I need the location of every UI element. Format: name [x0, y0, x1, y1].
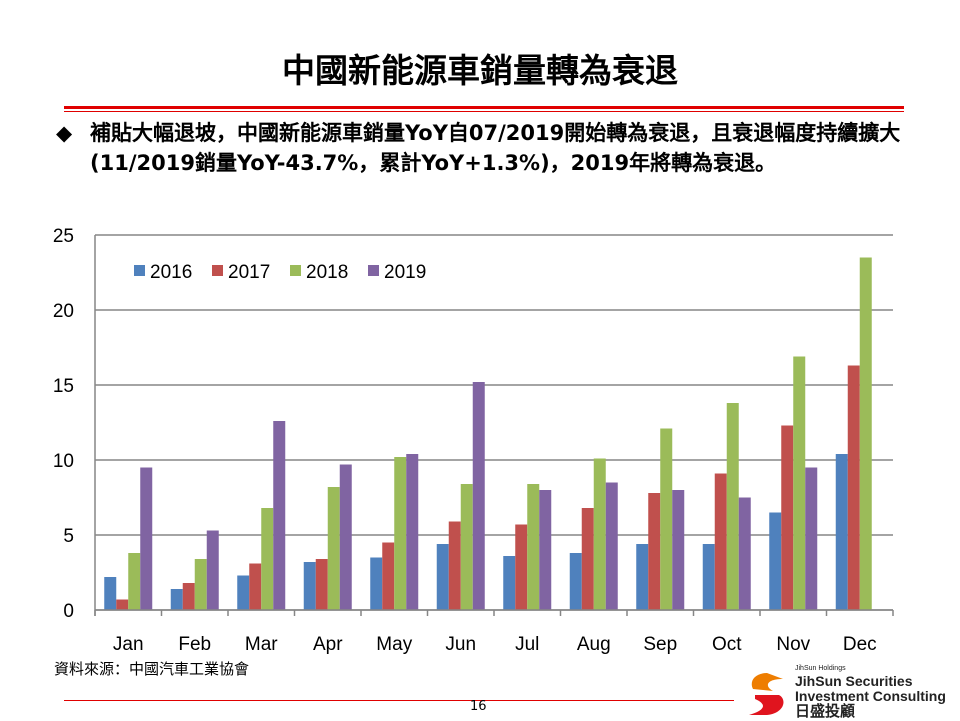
bar-2017-Jun	[448, 521, 461, 610]
diamond-bullet-icon: ◆	[56, 121, 73, 145]
footer-line	[64, 700, 734, 701]
bar-2019-Jun	[472, 382, 485, 610]
bar-2019-Mar	[273, 421, 286, 610]
bar-2018-May	[394, 457, 407, 610]
title-divider-thin	[64, 111, 904, 112]
x-tick-label: Mar	[245, 634, 278, 655]
legend-label: 2016	[150, 262, 192, 283]
y-tick-label: 5	[63, 526, 74, 547]
x-tick-label: Jun	[445, 634, 476, 655]
bar-2019-Oct	[738, 497, 751, 610]
bar-2016-Feb	[170, 589, 183, 610]
bar-2019-Feb	[206, 530, 219, 610]
x-tick-label: Oct	[712, 634, 742, 655]
y-tick-label: 25	[53, 226, 74, 247]
logo-mark-icon	[749, 673, 784, 715]
x-tick-label: Apr	[313, 634, 343, 655]
bar-2019-Jan	[140, 467, 153, 610]
bar-2017-Oct	[714, 473, 727, 610]
legend-swatch-2018	[290, 265, 301, 276]
title-divider	[64, 106, 904, 109]
bar-2018-Mar	[261, 508, 274, 610]
bar-2018-Apr	[327, 487, 340, 610]
bar-2019-May	[406, 454, 419, 610]
legend-swatch-2016	[134, 265, 145, 276]
bar-2016-Dec	[835, 454, 848, 610]
bar-2016-Sep	[636, 544, 649, 610]
bar-2017-Nov	[781, 425, 794, 610]
bar-2017-Aug	[581, 508, 594, 610]
x-tick-label: Nov	[776, 634, 810, 655]
y-tick-label: 0	[63, 601, 74, 622]
bar-2016-May	[370, 557, 383, 610]
x-tick-label: Sep	[643, 634, 677, 655]
bar-2016-Apr	[303, 562, 316, 610]
bar-2016-Oct	[702, 544, 715, 610]
logo-line2: Investment Consulting	[795, 688, 946, 704]
bar-2017-Mar	[249, 563, 262, 610]
bar-2017-Sep	[648, 493, 661, 610]
bar-2016-Nov	[769, 512, 782, 610]
bar-2018-Oct	[726, 403, 739, 610]
x-tick-label: Jan	[113, 634, 144, 655]
logo-chinese: 日盛投顧	[795, 702, 856, 720]
y-tick-label: 10	[53, 451, 74, 472]
bar-2019-Apr	[339, 464, 352, 610]
bar-2018-Jun	[460, 484, 473, 610]
bar-2019-Nov	[805, 467, 818, 610]
bar-2019-Jul	[539, 490, 552, 610]
legend-label: 2018	[306, 262, 348, 283]
bar-2018-Aug	[593, 458, 606, 610]
bar-2017-Jul	[515, 524, 528, 610]
logo-line1: JihSun Securities	[795, 673, 913, 689]
logo-holdings: JihSun Holdings	[795, 665, 846, 672]
bar-2018-Dec	[859, 257, 872, 610]
bar-2017-Dec	[847, 365, 860, 610]
bar-2016-Jan	[104, 577, 117, 610]
slide-title: 中國新能源車銷量轉為衰退	[282, 51, 678, 90]
legend-swatch-2017	[212, 265, 223, 276]
bar-2019-Sep	[672, 490, 685, 610]
legend-label: 2019	[384, 262, 426, 283]
bar-2016-Mar	[237, 575, 250, 610]
page-number: 16	[470, 699, 487, 714]
y-tick-label: 20	[53, 301, 74, 322]
company-logo: JihSun Holdings JihSun Securities Invest…	[745, 665, 960, 720]
bar-2016-Jul	[503, 556, 516, 610]
bar-2018-Jul	[527, 484, 540, 610]
bar-2016-Aug	[569, 553, 582, 610]
x-tick-label: May	[376, 634, 412, 655]
bar-2019-Aug	[605, 482, 618, 610]
source-note: 資料來源：中國汽車工業協會	[54, 660, 250, 678]
bar-2017-Apr	[315, 559, 328, 610]
bar-2017-May	[382, 542, 395, 610]
x-tick-label: Feb	[178, 634, 211, 655]
bar-2018-Nov	[793, 356, 806, 610]
bar-2016-Jun	[436, 544, 449, 610]
legend-swatch-2019	[368, 265, 379, 276]
bar-2018-Sep	[660, 428, 673, 610]
bar-2017-Jan	[116, 599, 129, 610]
bar-2018-Feb	[194, 559, 207, 610]
x-tick-label: Jul	[515, 634, 539, 655]
x-tick-label: Aug	[577, 634, 611, 655]
x-tick-label: Dec	[843, 634, 877, 655]
bullet-point: ◆ 補貼大幅退坡，中國新能源車銷量YoY自07/2019開始轉為衰退，且衰退幅度…	[56, 118, 906, 178]
bar-2018-Jan	[128, 553, 141, 610]
y-tick-label: 15	[53, 376, 74, 397]
legend-label: 2017	[228, 262, 270, 283]
bullet-text: 補貼大幅退坡，中國新能源車銷量YoY自07/2019開始轉為衰退，且衰退幅度持續…	[90, 121, 901, 175]
bar-2017-Feb	[182, 583, 195, 610]
